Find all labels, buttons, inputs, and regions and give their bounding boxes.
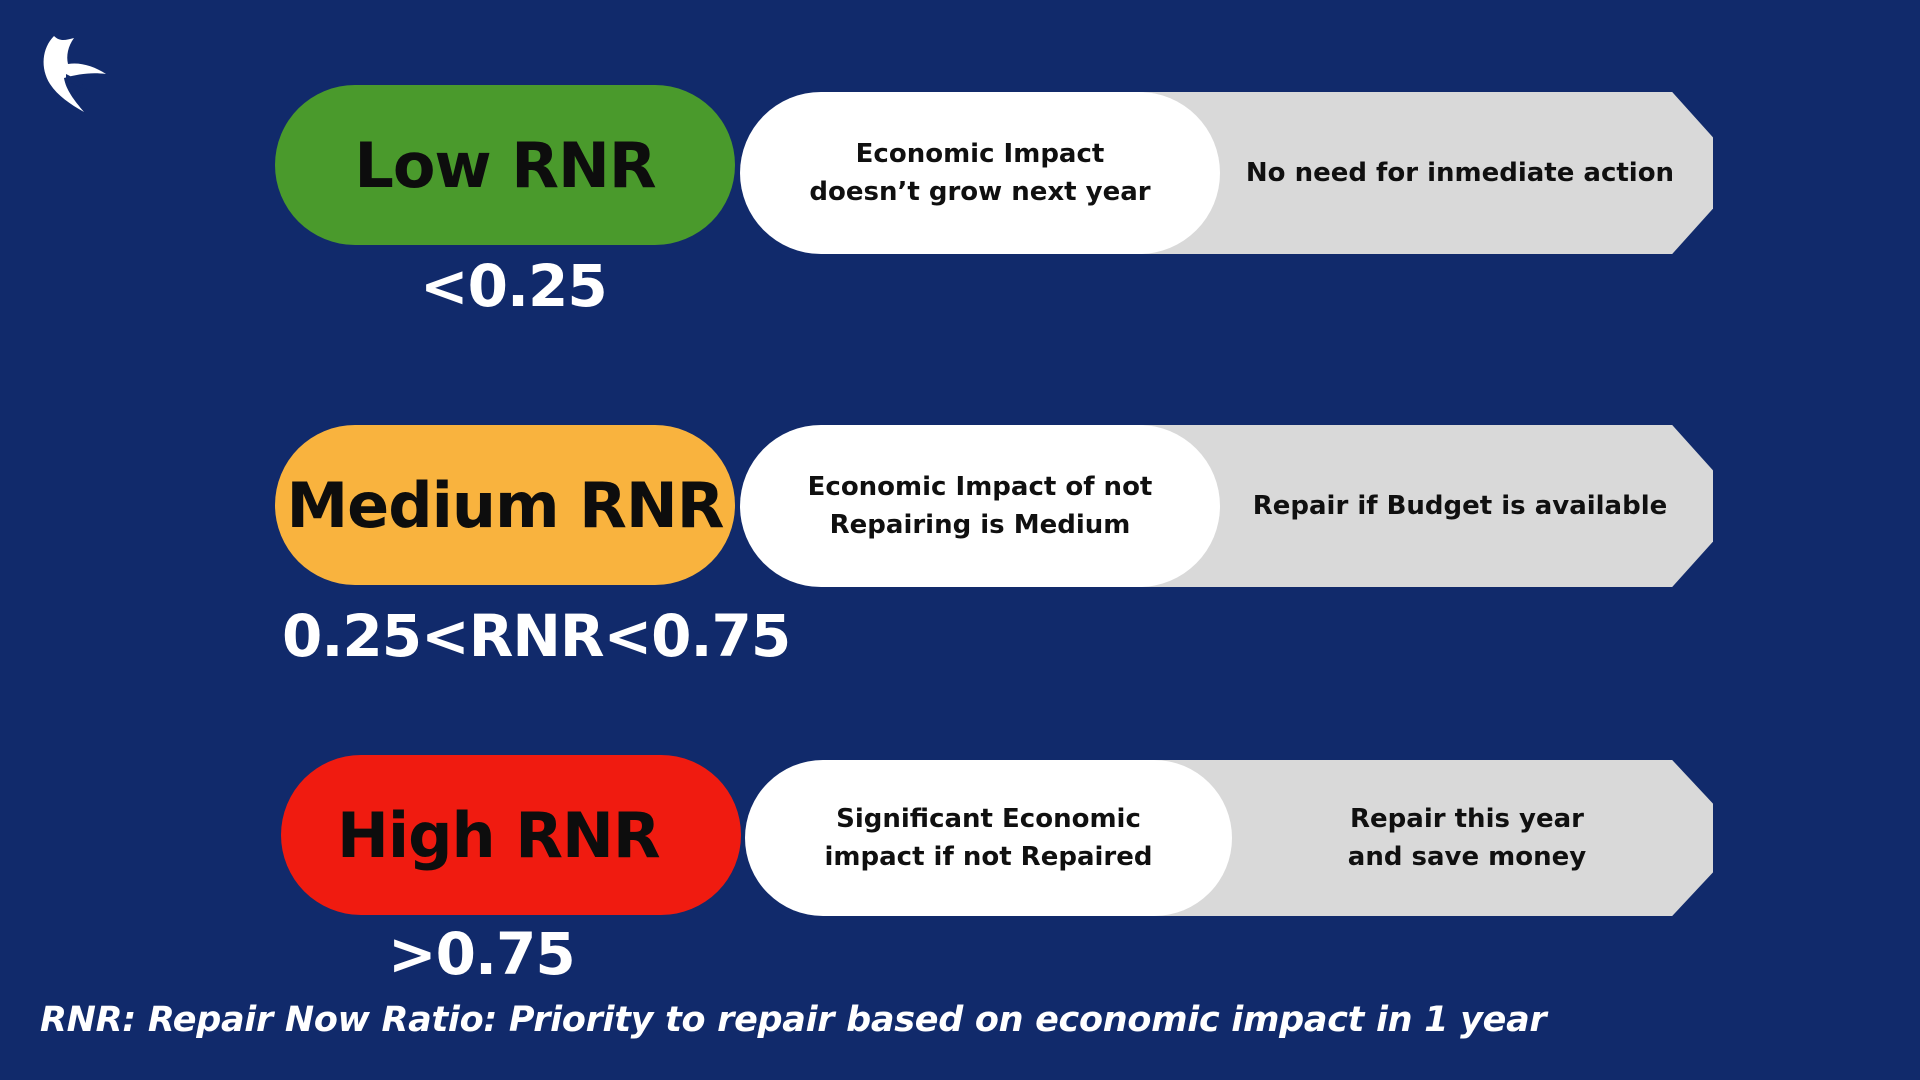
action-line-2: and save money	[1347, 842, 1587, 872]
rating-pill-high: High RNR	[281, 755, 741, 915]
action-text-low: No need for inmediate action	[1220, 92, 1700, 254]
rating-label-low: Low RNR	[354, 128, 656, 202]
action-line-1: Repair this year	[1350, 804, 1584, 834]
action-text-high: Repair this year and save money	[1232, 760, 1702, 916]
impact-panel	[740, 425, 1220, 587]
impact-line-2: doesn’t grow next year	[809, 177, 1151, 207]
impact-line-1: Economic Impact of not	[807, 472, 1153, 502]
impact-panel	[740, 92, 1220, 254]
impact-panel	[745, 760, 1232, 916]
rating-label-medium: Medium RNR	[286, 468, 724, 542]
impact-line-1: Significant Economic	[836, 804, 1141, 834]
action-line-1: No need for inmediate action	[1245, 158, 1675, 188]
impact-line-2: impact if not Repaired	[824, 842, 1153, 872]
threshold-low: <0.25	[420, 252, 608, 320]
footnote: RNR: Repair Now Ratio: Priority to repai…	[40, 1000, 1547, 1040]
description-bar-medium: Economic Impact of not Repairing is Medi…	[740, 425, 1713, 587]
action-line-1: Repair if Budget is available	[1252, 491, 1668, 521]
bird-wing-logo-icon	[43, 36, 106, 112]
rating-label-high: High RNR	[337, 798, 661, 872]
impact-line-1: Economic Impact	[855, 139, 1105, 169]
description-bar-high: Significant Economic impact if not Repai…	[740, 760, 1713, 916]
description-bar-low: Economic Impact doesn’t grow next year N…	[740, 92, 1713, 254]
rating-pill-low: Low RNR	[275, 85, 735, 245]
action-text-medium: Repair if Budget is available	[1220, 425, 1700, 587]
threshold-high: >0.75	[388, 920, 576, 988]
impact-text-medium: Economic Impact of not Repairing is Medi…	[740, 425, 1220, 587]
impact-text-high: Significant Economic impact if not Repai…	[745, 760, 1232, 916]
threshold-medium: 0.25<RNR<0.75	[282, 602, 791, 670]
impact-text-low: Economic Impact doesn’t grow next year	[740, 92, 1220, 254]
rating-pill-medium: Medium RNR	[275, 425, 735, 585]
impact-line-2: Repairing is Medium	[829, 510, 1131, 540]
